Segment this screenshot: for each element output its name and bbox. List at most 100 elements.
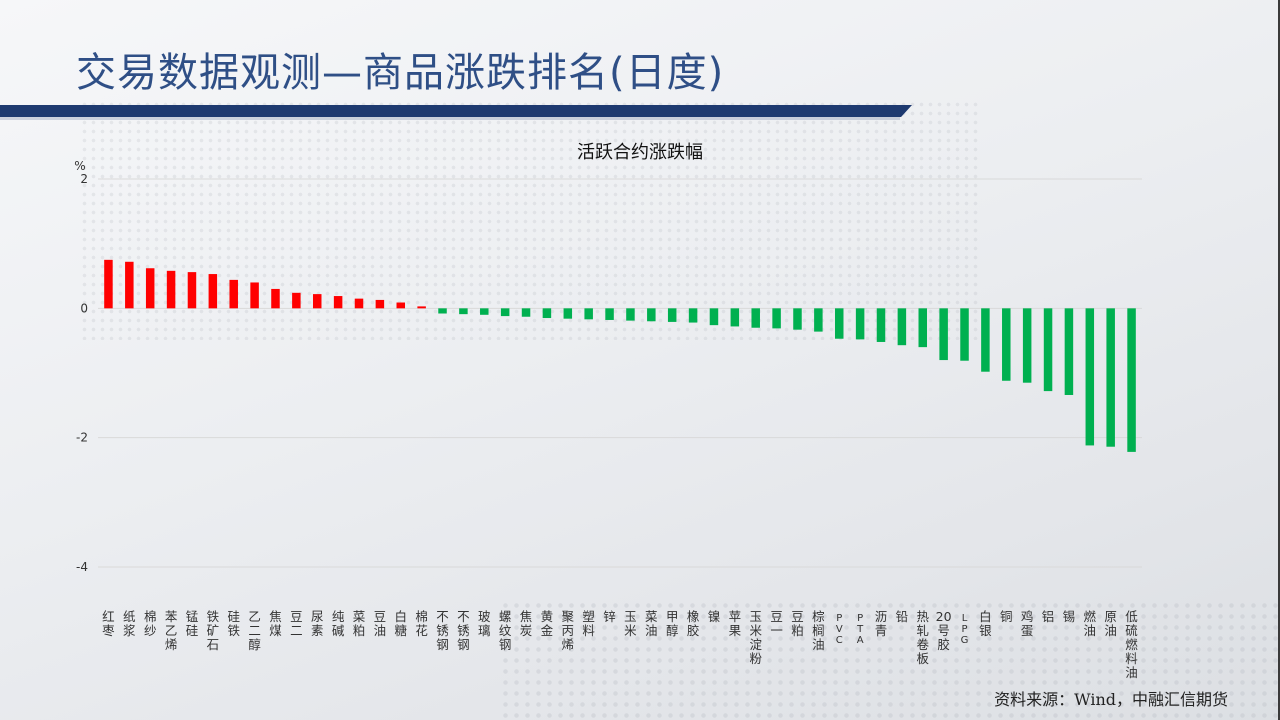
bar (459, 308, 468, 315)
x-tick-label: 不锈钢 (457, 609, 470, 652)
x-tick-label: 硅铁 (227, 609, 240, 638)
x-tick-label: 黄金 (541, 609, 554, 638)
bar (438, 308, 447, 314)
bar (939, 308, 948, 361)
bar (730, 308, 740, 327)
x-tick-label: 豆二 (290, 609, 303, 638)
x-tick-label: 锰硅 (186, 609, 199, 638)
bar (542, 308, 552, 319)
bar (125, 261, 134, 309)
x-tick-label: 玉米淀粉 (749, 609, 762, 666)
x-tick-label: 热轧卷板 (917, 609, 930, 666)
bar (1043, 308, 1053, 392)
x-tick-label: 螺纹钢 (499, 609, 512, 652)
bar (208, 274, 218, 309)
bar (793, 308, 802, 330)
bar (626, 308, 635, 321)
x-tick-label: 原油 (1104, 609, 1117, 638)
x-tick-label: 焦煤 (269, 609, 282, 638)
bar (292, 292, 301, 309)
bar (688, 308, 698, 323)
bar (104, 259, 113, 309)
x-tick-label: 白糖 (395, 609, 408, 638)
x-tick-label: 铅 (896, 609, 909, 624)
x-tick-label: 豆粕 (791, 609, 804, 638)
x-tick-label: 苯乙烯 (165, 609, 178, 652)
source-note: 资料来源：Wind，中融汇信期货 (994, 690, 1228, 709)
x-tick-label: 镍 (708, 609, 721, 624)
x-tick-label: 20 号胶 (936, 609, 952, 652)
bar (814, 308, 823, 332)
bar (772, 308, 781, 329)
bar (333, 296, 343, 309)
x-tick-label: 铜 (1000, 609, 1013, 624)
bar (145, 268, 155, 309)
x-tick-label: 纯碱 (332, 609, 345, 638)
x-tick-label: 铁矿石 (207, 609, 220, 652)
bar (960, 308, 969, 361)
bar (563, 308, 573, 319)
x-tick-label: 玉米 (624, 609, 637, 638)
bar (667, 308, 677, 322)
bar (312, 294, 322, 309)
x-tick-label: 豆油 (374, 609, 387, 638)
x-tick-label: 棉花 (415, 609, 428, 638)
bar (751, 308, 760, 328)
title-underline-bar (0, 105, 912, 117)
x-tick-label: 鸡蛋 (1021, 609, 1034, 638)
bar (271, 288, 280, 309)
bar (396, 302, 406, 309)
title-underline-shadow (0, 117, 900, 120)
x-tick-label: 苹果 (729, 609, 742, 638)
x-tick-label: 锡 (1063, 609, 1076, 624)
bar (1002, 308, 1011, 381)
bar (605, 308, 614, 320)
x-tick-label: 豆一 (770, 609, 783, 638)
x-tick-label: 橡胶 (687, 609, 700, 638)
bar (417, 306, 426, 309)
bar (229, 279, 238, 309)
x-tick-label: 纸浆 (123, 609, 136, 638)
bar (521, 308, 531, 317)
bar (1085, 308, 1095, 446)
bar (876, 308, 886, 342)
bar (354, 298, 364, 309)
x-tick-label: 铝 (1042, 609, 1055, 624)
bar (1022, 308, 1032, 383)
right-border (1278, 0, 1280, 720)
x-tick-label: 棉纱 (144, 609, 157, 638)
bar (1064, 308, 1074, 395)
x-tick-label: 菜油 (645, 609, 658, 638)
slide-title: 交易数据观测—商品涨跌排名(日度) (76, 50, 725, 96)
bar (187, 272, 197, 309)
x-tick-label: 棕榈油 (812, 609, 825, 652)
x-tick-label: 红枣 (102, 609, 115, 638)
x-tick-label: 焦炭 (520, 609, 533, 638)
bar (250, 282, 259, 309)
x-tick-label: 聚丙烯 (562, 609, 575, 652)
bar (918, 308, 928, 348)
x-tick-label: 燃油 (1084, 609, 1097, 638)
x-tick-label: 甲醇 (666, 609, 679, 638)
bar (1106, 308, 1115, 447)
x-tick-label: 乙二醇 (248, 609, 261, 652)
x-tick-label: 沥青 (875, 609, 888, 638)
bar (500, 308, 510, 317)
x-tick-label: 塑料 (582, 609, 595, 638)
bar (897, 308, 907, 346)
y-tick-label: 2 (80, 172, 88, 186)
bar (855, 308, 865, 340)
dotted-floor-background (500, 600, 1280, 720)
bar (1127, 308, 1136, 452)
bar (834, 308, 844, 339)
y-tick-label: -2 (76, 431, 88, 445)
x-tick-label: 白银 (979, 609, 992, 638)
y-tick-label: -4 (76, 560, 88, 574)
bar (709, 308, 719, 326)
bar (375, 299, 385, 309)
